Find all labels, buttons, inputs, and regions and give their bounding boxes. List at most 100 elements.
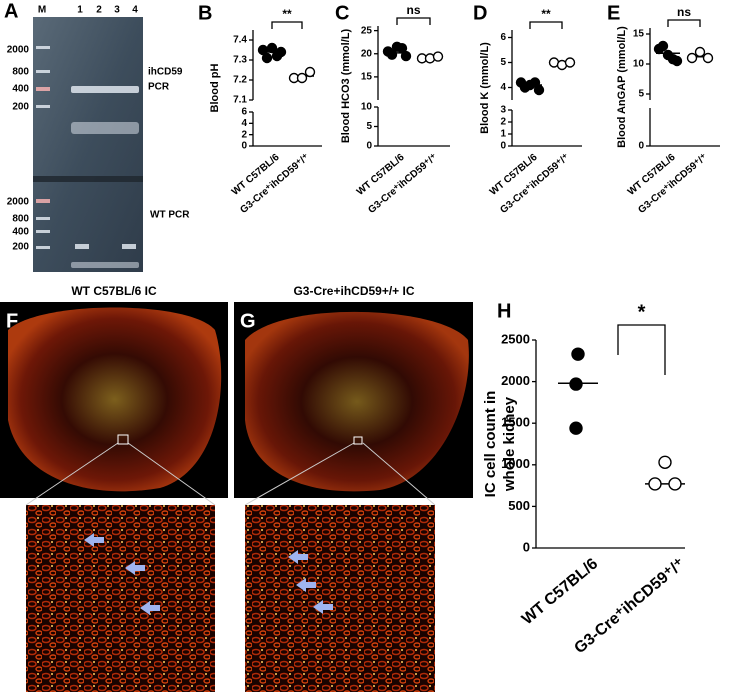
- y-tick-label: 0: [638, 141, 644, 152]
- x-tick-label: WT C57BL/6: [519, 555, 602, 628]
- y-tick-label: 2500: [501, 331, 530, 346]
- y-axis-label: Blood pH: [209, 64, 221, 113]
- y-tick-label: 1500: [501, 415, 530, 430]
- significance-label: **: [282, 7, 292, 21]
- data-point: [657, 40, 669, 52]
- gel-label: PCR: [148, 82, 170, 93]
- y-axis-label: Blood K (mmol/L): [479, 42, 491, 134]
- y-tick-label: 2: [500, 117, 506, 128]
- significance-bracket: [271, 21, 303, 29]
- gel-label: ihCD59: [148, 67, 183, 78]
- y-tick-label: 5: [366, 121, 372, 132]
- image-title: G3-Cre+ihCD59+/+ IC: [293, 284, 414, 298]
- panel-label: B: [198, 2, 212, 24]
- y-tick-label: 15: [361, 72, 373, 83]
- gel-bands: [33, 46, 143, 268]
- y-tick-label: 0: [366, 141, 372, 152]
- lane-label: 1: [77, 5, 83, 16]
- data-point: [266, 42, 278, 54]
- micrograph-f: [0, 302, 228, 692]
- y-tick-label: 4: [500, 82, 506, 93]
- y-tick-label: 6: [241, 107, 247, 118]
- significance-bracket: [529, 21, 563, 29]
- y-axis-label: Blood HCO3 (mmol/L): [340, 29, 352, 144]
- data-point: [386, 49, 398, 60]
- ladder-label: 2000: [7, 197, 30, 208]
- ladder-label: 400: [12, 227, 29, 238]
- ladder-label: 400: [12, 84, 29, 95]
- lane-label: 2: [96, 5, 102, 16]
- data-point: [702, 52, 714, 64]
- y-tick-label: 1000: [501, 456, 530, 471]
- ladder-label: 200: [12, 242, 29, 253]
- data-point: [564, 57, 576, 68]
- panel-label: E: [607, 2, 620, 24]
- panel-label: C: [335, 2, 349, 24]
- panel-label: D: [473, 2, 487, 24]
- significance-bracket: [396, 17, 431, 25]
- panel-label: H: [497, 300, 511, 322]
- image-title: WT C57BL/6 IC: [71, 284, 157, 298]
- y-tick-label: 25: [361, 25, 373, 36]
- y-tick-label: 7.3: [233, 55, 247, 66]
- lane-label: 4: [132, 5, 138, 16]
- data-point: [668, 477, 682, 491]
- data-point: [296, 72, 308, 84]
- lane-label: 3: [114, 5, 120, 16]
- significance-label: ns: [677, 5, 691, 19]
- data-point: [667, 54, 679, 65]
- y-tick-label: 20: [361, 48, 373, 59]
- data-point: [304, 66, 316, 78]
- significance-label: *: [638, 301, 646, 323]
- data-point: [529, 77, 541, 88]
- y-tick-label: 6: [500, 32, 506, 43]
- y-tick-label: 1: [500, 129, 506, 140]
- data-point: [694, 46, 706, 58]
- data-point: [396, 43, 408, 54]
- ladder-label: 200: [12, 102, 29, 113]
- significance-bracket: [617, 324, 666, 375]
- gel-label: WT PCR: [150, 210, 190, 221]
- data-point: [271, 50, 283, 62]
- data-point: [569, 377, 583, 391]
- data-point: [569, 421, 583, 435]
- y-tick-label: 7.1: [233, 95, 247, 106]
- y-tick-label: 5: [500, 57, 506, 68]
- panel-label: G: [240, 310, 256, 332]
- y-tick-label: 4: [241, 118, 247, 129]
- panel-label: A: [4, 0, 18, 22]
- y-axis-label: whole kidney: [501, 396, 518, 492]
- y-tick-label: 5: [638, 89, 644, 100]
- arrows: [84, 533, 333, 615]
- y-tick-label: 0: [500, 141, 506, 152]
- lane-label: M: [38, 5, 46, 16]
- y-tick-label: 0: [523, 539, 530, 554]
- y-tick-label: 10: [361, 102, 373, 113]
- data-point: [686, 52, 698, 64]
- data-point: [432, 51, 444, 62]
- gel-image: [33, 17, 143, 272]
- ladder-label: 2000: [7, 45, 30, 56]
- data-point: [648, 477, 662, 491]
- y-axis-label: Blood AnGAP (mmol/L): [616, 26, 628, 148]
- significance-bracket: [667, 19, 701, 27]
- significance-label: **: [541, 7, 551, 21]
- y-tick-label: 500: [508, 498, 530, 513]
- ladder-label: 800: [12, 214, 29, 225]
- data-point: [261, 52, 273, 64]
- data-point: [400, 50, 412, 62]
- y-tick-label: 0: [241, 141, 247, 152]
- y-tick-label: 2000: [501, 373, 530, 388]
- panel-label: F: [6, 310, 18, 332]
- data-point: [658, 455, 672, 470]
- y-tick-label: 15: [633, 29, 645, 40]
- micrograph-g: [234, 302, 473, 692]
- y-tick-label: 7.2: [233, 75, 247, 86]
- ladder-label: 800: [12, 67, 29, 78]
- y-tick-label: 7.4: [233, 35, 247, 46]
- y-axis-label: IC cell count in: [482, 391, 499, 498]
- data-point: [571, 347, 585, 361]
- y-tick-label: 2: [241, 129, 247, 140]
- y-tick-label: 3: [500, 105, 506, 116]
